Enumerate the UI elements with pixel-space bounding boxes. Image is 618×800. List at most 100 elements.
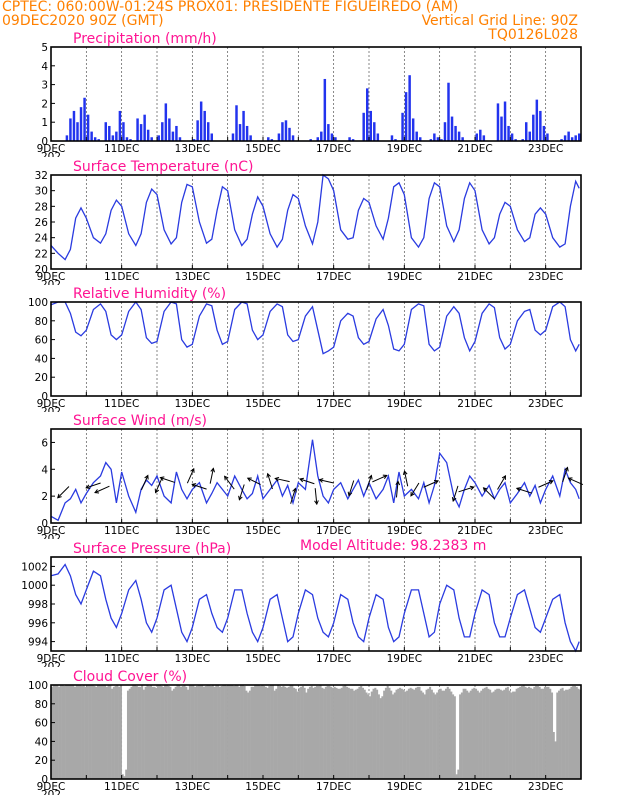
precip-bar [443, 122, 447, 141]
wind-arrow [298, 477, 315, 485]
cloud-bar [369, 696, 372, 779]
precip-bar [277, 133, 281, 141]
cloud-bar [508, 690, 511, 779]
wind-arrow-shaft [140, 475, 149, 491]
cloud-bar [568, 688, 571, 779]
cloud-bar [552, 732, 555, 779]
temp-xtick-label: 15DEC [245, 271, 280, 283]
cloud-bar [123, 776, 126, 779]
wind-arrow-shaft [483, 487, 496, 500]
cloud-bar [176, 685, 179, 779]
precip-bar [231, 133, 235, 141]
cloud-ytick-label: 80 [35, 699, 48, 711]
temp-xtick-label: 19DEC [387, 271, 422, 283]
precip-bar [139, 124, 143, 141]
precip-xtick-label: 23DEC [528, 143, 563, 155]
cloud-bar [259, 685, 262, 779]
pressure-xtick-label: 9DEC [37, 653, 66, 665]
cloud-bar [404, 691, 407, 779]
cloud-bar [423, 694, 426, 779]
cloud-bar [160, 685, 163, 779]
precip-xtick-label: 21DEC [457, 143, 492, 155]
precip-bar [281, 122, 284, 141]
cloud-bar [225, 685, 228, 779]
cloud-bar [395, 689, 398, 779]
cloud-bar [65, 685, 68, 779]
cloud-bar [476, 690, 479, 779]
wind-arrow [451, 485, 459, 503]
cloud-bar [275, 688, 278, 779]
pressure-xtick-label: 15DEC [245, 653, 280, 665]
wind-arrow [562, 466, 569, 483]
precip-bar [457, 131, 461, 141]
wind-year-stub: 202 [41, 533, 61, 545]
cloud-bar [323, 688, 326, 779]
wind-arrow-head [382, 474, 388, 479]
cloud-bar [264, 686, 267, 779]
wind-arrow-head [564, 466, 569, 472]
cloud-bar [167, 685, 170, 779]
precip-bar [369, 110, 373, 141]
wind-arrow [159, 476, 175, 483]
temp-ytick-label: 24 [35, 233, 49, 245]
cloud-bar [317, 685, 320, 779]
cloud-bar [303, 687, 306, 779]
cloud-bar [563, 690, 566, 779]
cloud-bar [577, 688, 580, 779]
cloud-bar [118, 686, 121, 779]
cloud-bar [227, 685, 230, 779]
cloud-bar [321, 687, 324, 779]
cloud-bar [570, 686, 573, 779]
cloud-bar [506, 686, 509, 779]
wind-arrow [94, 485, 110, 494]
wind-arrow [57, 486, 70, 499]
wind-xtick-label: 19DEC [387, 525, 422, 537]
cloud-bar [340, 687, 343, 779]
cloud-bar [277, 685, 280, 779]
wind-arrow-shaft [299, 478, 315, 485]
cloud-bar [572, 685, 575, 779]
cloud-bar [388, 687, 391, 779]
rh-xtick-label: 23DEC [528, 398, 563, 410]
cloud-bar [379, 698, 382, 779]
cloud-bar [347, 687, 350, 779]
precip-title: Precipitation (mm/h) [73, 31, 217, 47]
cloud-bar [213, 686, 216, 779]
cloud-bar [439, 688, 442, 779]
temp-ytick-label: 20 [35, 264, 48, 276]
precip-bar [196, 120, 199, 141]
cloud-bar [310, 685, 313, 779]
wind-arrow [410, 482, 420, 497]
wind-title: Surface Wind (m/s) [73, 413, 207, 429]
precip-bar [436, 137, 440, 141]
cloud-bar [376, 689, 379, 779]
cloud-bar [66, 685, 69, 779]
cloud-xtick-label: 19DEC [387, 781, 422, 793]
precip-bar [323, 78, 327, 141]
cloud-bar [104, 685, 107, 779]
cloud-bar [399, 687, 402, 779]
wind-arrow-shaft [57, 486, 70, 499]
cloud-bar [59, 685, 62, 779]
wind-arrow-head [266, 472, 271, 478]
cloud-bar [434, 694, 437, 779]
cloud-bar [114, 685, 117, 779]
cloud-bar [384, 687, 387, 779]
header-grid-line-note: Vertical Grid Line: 90Z [422, 13, 578, 29]
wind-arrow-shaft [458, 486, 474, 493]
cloud-xtick-label: 17DEC [316, 781, 351, 793]
precip-bar [242, 110, 245, 141]
wind-ytick-label: 2 [41, 491, 48, 503]
cloud-bar [135, 685, 138, 779]
cloud-bar [84, 686, 87, 779]
precip-bar [146, 129, 150, 141]
cloud-xtick-label: 21DEC [457, 781, 492, 793]
precip-bar [69, 118, 72, 141]
rh-xtick-label: 15DEC [245, 398, 280, 410]
precip-bar [108, 125, 111, 141]
cloud-bar [73, 686, 77, 779]
wind-arrow [538, 480, 554, 488]
wind-arrow-shaft [290, 488, 296, 504]
cloud-bar [490, 692, 493, 779]
